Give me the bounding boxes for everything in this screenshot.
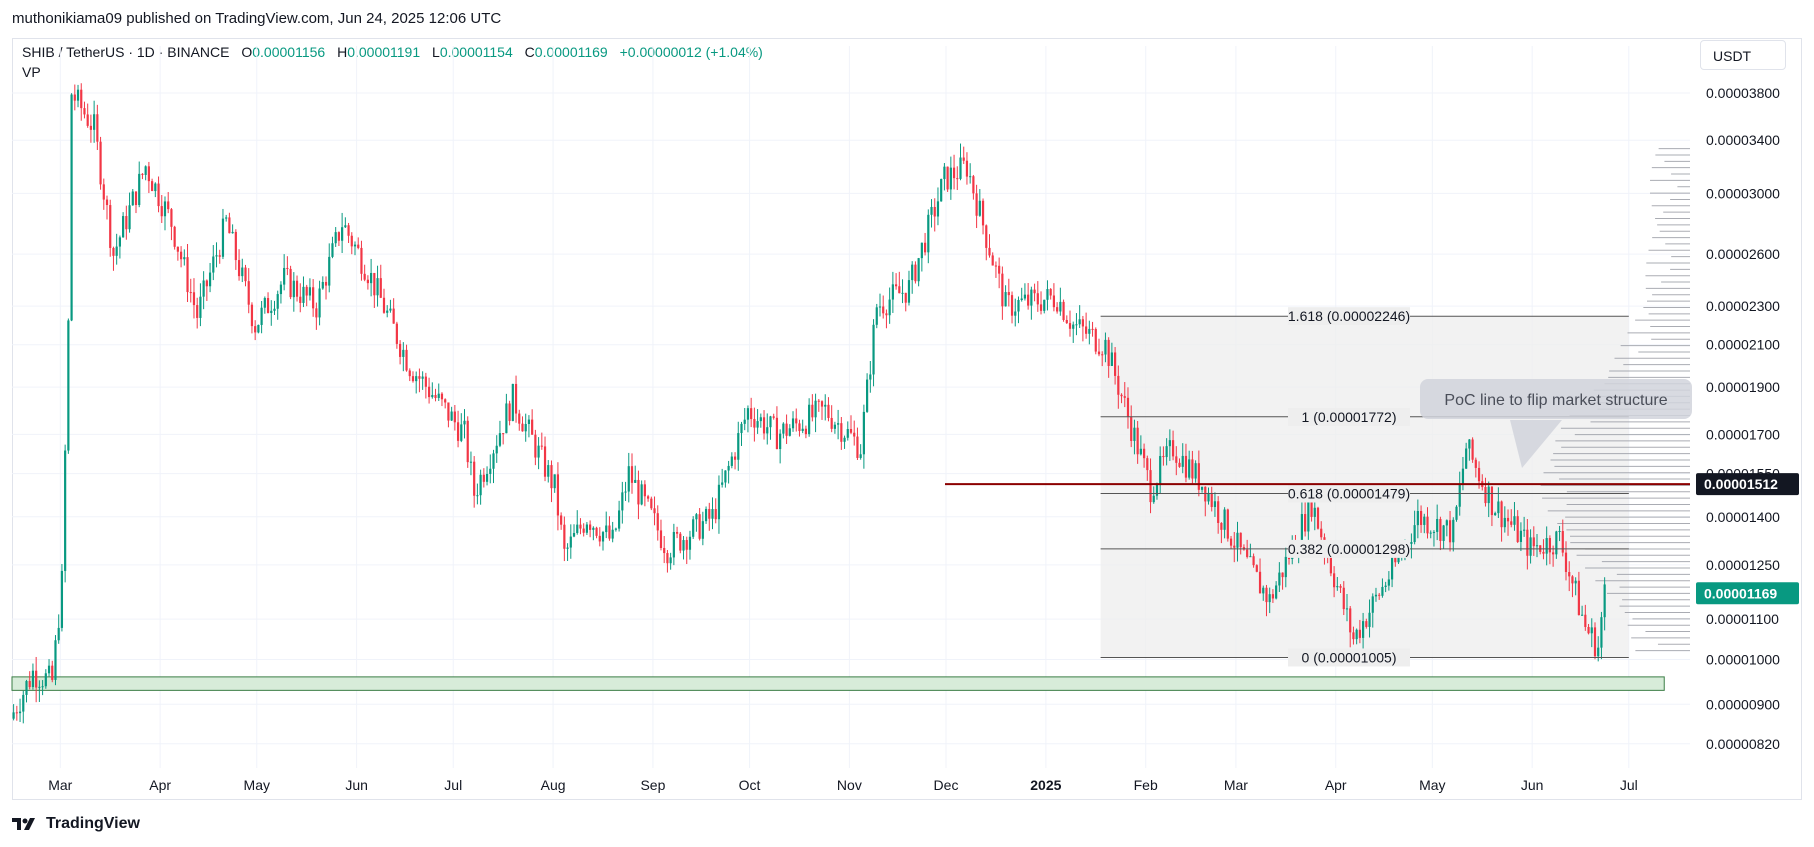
- indicator-label[interactable]: VP: [22, 64, 41, 80]
- high-label: H: [337, 44, 348, 60]
- currency-button[interactable]: USDT: [1700, 40, 1786, 70]
- low-value: 0.00001154: [439, 44, 513, 60]
- high-value: 0.00001191: [347, 44, 421, 60]
- tradingview-brand: TradingView: [46, 815, 140, 832]
- tradingview-logo-icon: [12, 818, 35, 830]
- symbol-legend[interactable]: SHIB / TetherUS · 1D · BINANCE O0.000011…: [22, 44, 763, 60]
- open-label: O: [241, 44, 253, 60]
- close-value: 0.00001169: [534, 44, 608, 60]
- symbol-title: SHIB / TetherUS · 1D · BINANCE: [22, 44, 230, 60]
- chart-frame[interactable]: [12, 38, 1802, 800]
- publisher-header: muthonikiama09 published on TradingView.…: [12, 10, 502, 27]
- low-label: L: [432, 44, 440, 60]
- tradingview-logo[interactable]: TradingView: [12, 815, 140, 833]
- open-value: 0.00001156: [252, 44, 326, 60]
- change-value: +0.00000012 (+1.04%): [619, 44, 763, 60]
- close-label: C: [524, 44, 535, 60]
